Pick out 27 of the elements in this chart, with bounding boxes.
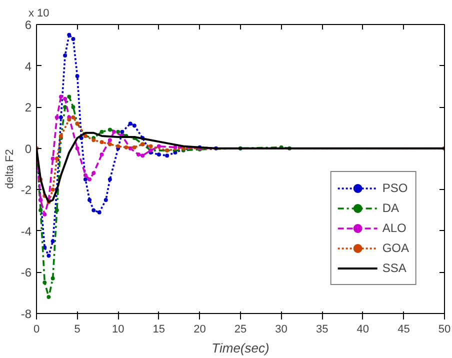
x-tick-label: 25	[234, 324, 247, 336]
y-tick-label: 4	[24, 59, 32, 74]
x-tick-label: 10	[112, 324, 124, 336]
x-tick-label: 50	[438, 324, 451, 336]
y-tick-label: 2	[24, 100, 32, 115]
x-tick-label: 30	[275, 324, 288, 336]
x-tick-label: 15	[152, 324, 166, 336]
y-tick-label: -2	[20, 183, 32, 198]
x-tick-label: 35	[316, 324, 328, 336]
y-tick-label: -6	[20, 266, 32, 280]
x-tick-label: 40	[356, 324, 370, 336]
legend-label: DA	[382, 201, 400, 215]
x-tick-label: 20	[194, 324, 206, 336]
y-tick-label: 6	[24, 18, 32, 32]
y-axis-title: delta F2	[4, 149, 16, 189]
y-tick-label: 0	[24, 142, 32, 156]
chart-title: x 10	[28, 8, 50, 20]
legend-label: SSA	[382, 261, 406, 275]
x-axis-title: Time(sec)	[212, 340, 270, 356]
x-tick-label: 0	[33, 324, 40, 336]
y-tick-label: -4	[20, 224, 32, 238]
legend-label: GOA	[382, 241, 409, 255]
y-tick-label: -8	[20, 307, 32, 321]
legend-label: ALO	[382, 221, 406, 235]
x-tick-label: 45	[398, 324, 410, 336]
x-tick-label: 5	[74, 324, 80, 336]
legend-label: PSO	[382, 181, 408, 195]
